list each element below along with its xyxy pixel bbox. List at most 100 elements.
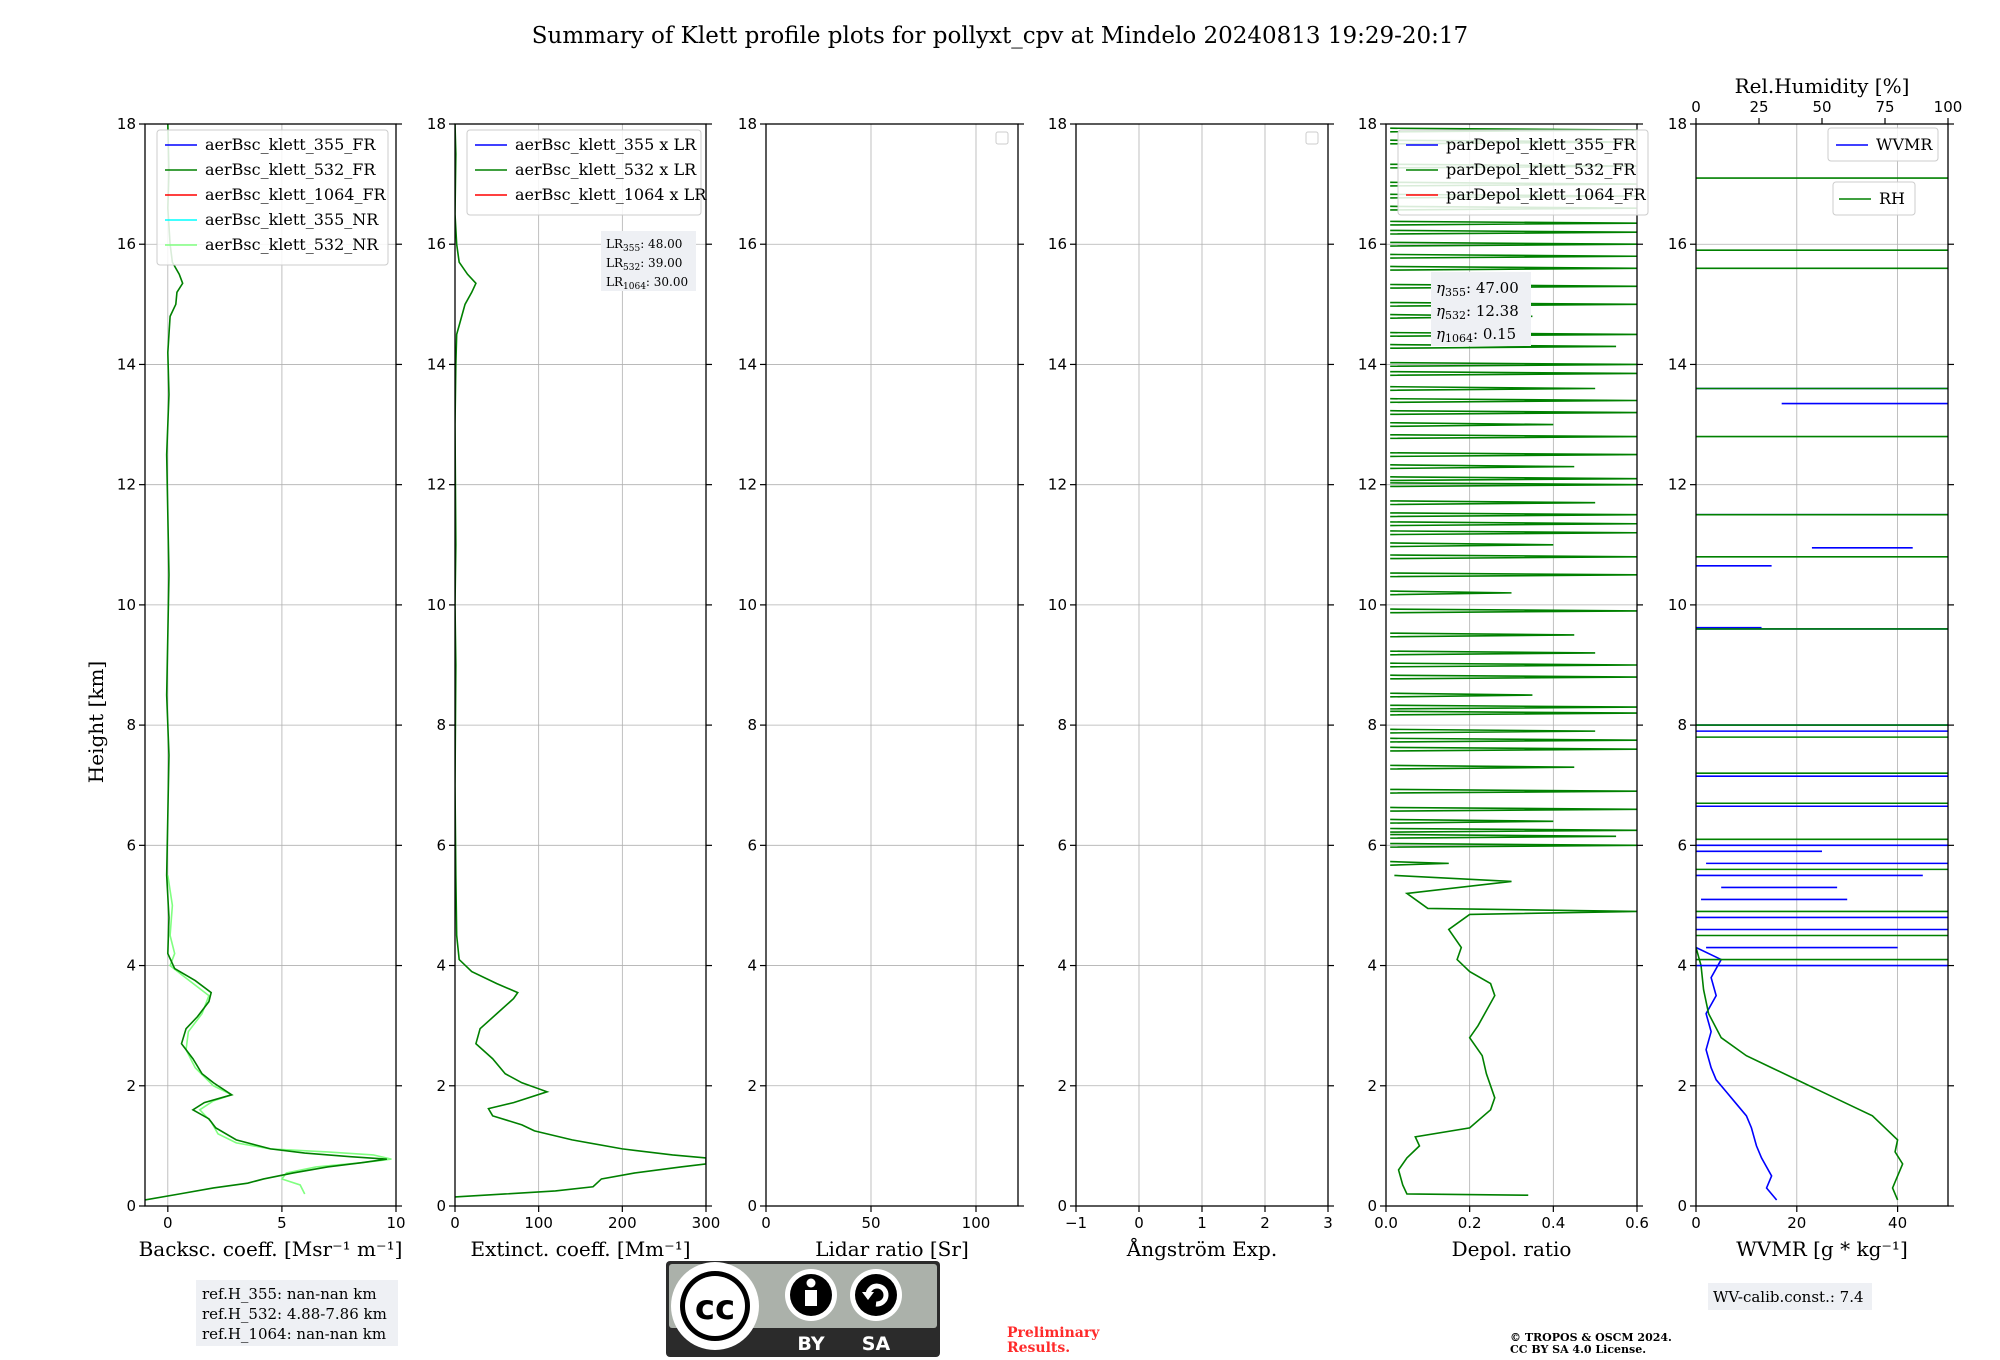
depol-spike bbox=[1390, 554, 1637, 560]
y-tick-label: 6 bbox=[1367, 836, 1377, 854]
plot-frame bbox=[1385, 123, 1638, 1207]
top-x-tick-label: 50 bbox=[1812, 98, 1831, 116]
y-tick-label: 10 bbox=[738, 596, 757, 614]
y-tick-label: 8 bbox=[436, 716, 446, 734]
depol-spike bbox=[1390, 860, 1449, 866]
wv-calib-box: WV-calib.const.: 7.4 bbox=[1708, 1283, 1872, 1310]
depol-spike bbox=[1390, 710, 1637, 716]
series-group bbox=[1696, 177, 1948, 1201]
series-line-RH bbox=[1696, 947, 1904, 1201]
depol-spike bbox=[1390, 241, 1637, 247]
x-tick-label: 0 bbox=[450, 1214, 460, 1232]
y-tick-label: 18 bbox=[117, 115, 136, 133]
y-tick-label: 18 bbox=[427, 115, 446, 133]
x-tick-label: 0 bbox=[1134, 1214, 1144, 1232]
depol-spike bbox=[1390, 737, 1637, 743]
y-tick-label: 18 bbox=[1358, 115, 1377, 133]
depol-spike bbox=[1390, 590, 1512, 596]
legend-wvmr-label: WVMR bbox=[1876, 135, 1933, 154]
x-axis-label: Backsc. coeff. [Msr⁻¹ m⁻¹] bbox=[139, 1237, 403, 1261]
eta-box bbox=[1431, 272, 1531, 346]
legend-label: aerBsc_klett_532 x LR bbox=[515, 160, 697, 179]
y-tick-label: 10 bbox=[427, 596, 446, 614]
x-tick-label: 0.0 bbox=[1374, 1214, 1398, 1232]
depol-spike bbox=[1390, 482, 1637, 488]
series-line-aerBsc_klett_532 x LR bbox=[455, 124, 706, 1198]
depol-spike bbox=[1390, 818, 1554, 824]
cc-by-label: BY bbox=[797, 1333, 824, 1355]
y-tick-label: 8 bbox=[747, 716, 757, 734]
x-axis-label: Lidar ratio [Sr] bbox=[815, 1237, 969, 1261]
y-tick-label: 12 bbox=[1048, 476, 1067, 494]
lidar-ratio-355: LR355: 48.00 bbox=[606, 237, 682, 254]
depol-spike bbox=[1390, 572, 1637, 578]
y-tick-label: 18 bbox=[738, 115, 757, 133]
y-tick-label: 4 bbox=[747, 957, 757, 975]
y-tick-label: 6 bbox=[1057, 836, 1067, 854]
depol-spike bbox=[1390, 397, 1637, 404]
x-tick-label: 0.2 bbox=[1458, 1214, 1482, 1232]
legend-wvmr-box bbox=[1827, 127, 1939, 162]
y-tick-label: 14 bbox=[427, 355, 446, 373]
legend-label: aerBsc_klett_355_NR bbox=[205, 210, 379, 229]
y-tick-label: 16 bbox=[1048, 235, 1067, 253]
lidar-ratio-1064: LR1064: 30.00 bbox=[606, 275, 688, 292]
depol-spike bbox=[1390, 842, 1637, 848]
copyright-text-2: CC BY SA 4.0 License. bbox=[1510, 1343, 1646, 1356]
panel-dep: 0 2 4 6 8 10 12 14 16 18 0.0 0.2 0.4 0.6 Depol. ratio p… bbox=[1358, 115, 1649, 1261]
depol-spike bbox=[1390, 827, 1637, 833]
depol-spike bbox=[1390, 704, 1637, 710]
depol-spike bbox=[1390, 265, 1637, 271]
depol-spike bbox=[1390, 500, 1596, 506]
wv-calib-text: WV-calib.const.: 7.4 bbox=[1713, 1288, 1864, 1306]
y-tick-label: 8 bbox=[126, 716, 136, 734]
y-tick-label: 8 bbox=[1677, 716, 1687, 734]
y-tick-label: 16 bbox=[738, 235, 757, 253]
x-tick-label: 40 bbox=[1888, 1214, 1907, 1232]
y-tick-label: 16 bbox=[427, 235, 446, 253]
y-tick-label: 12 bbox=[738, 476, 757, 494]
depol-spike bbox=[1390, 662, 1637, 668]
top-x-tick-label: 0 bbox=[1691, 98, 1701, 116]
depol-spike bbox=[1390, 530, 1637, 536]
copyright-text-1: © TROPOS & OSCM 2024. bbox=[1510, 1331, 1672, 1344]
y-tick-label: 10 bbox=[1668, 596, 1687, 614]
legend-label: aerBsc_klett_355 x LR bbox=[515, 135, 697, 154]
y-tick-label: 14 bbox=[1048, 355, 1067, 373]
y-tick-label: 0 bbox=[1677, 1197, 1687, 1215]
y-tick-label: 8 bbox=[1057, 716, 1067, 734]
lidar-ratio-box bbox=[601, 231, 696, 291]
height-axis-label: Height [km] bbox=[84, 661, 108, 783]
depol-spike bbox=[1390, 253, 1637, 259]
x-tick-label: 0 bbox=[1691, 1214, 1701, 1232]
x-tick-label: 2 bbox=[1260, 1214, 1270, 1232]
series-group bbox=[145, 124, 392, 1201]
plot-frame bbox=[144, 123, 397, 1207]
ref-height-box: ref.H_355: nan-nan km ref.H_532: 4.88-7.… bbox=[196, 1280, 398, 1346]
legend-rh-box bbox=[1832, 181, 1916, 216]
x-tick-label: 10 bbox=[386, 1214, 405, 1232]
x-tick-label: 50 bbox=[861, 1214, 880, 1232]
y-tick-label: 16 bbox=[117, 235, 136, 253]
y-tick-label: 12 bbox=[1358, 476, 1377, 494]
depol-spike bbox=[1390, 728, 1596, 734]
y-tick-label: 12 bbox=[117, 476, 136, 494]
y-tick-label: 14 bbox=[1668, 355, 1687, 373]
x-tick-label: 300 bbox=[692, 1214, 721, 1232]
depol-spike bbox=[1390, 476, 1637, 482]
depol-spike bbox=[1390, 674, 1637, 680]
legend-label: aerBsc_klett_1064_FR bbox=[205, 185, 387, 204]
y-tick-label: 14 bbox=[1358, 355, 1377, 373]
x-axis-label: Ångström Exp. bbox=[1126, 1236, 1277, 1261]
cc-license-badge: cc BY SA bbox=[666, 1261, 940, 1357]
depol-spike bbox=[1390, 764, 1575, 770]
legend-label: aerBsc_klett_355_FR bbox=[205, 135, 376, 154]
preliminary-text-1: Preliminary bbox=[1007, 1325, 1100, 1341]
depol-spike bbox=[1390, 452, 1637, 458]
depol-spike bbox=[1390, 632, 1575, 638]
series-line-WVMR bbox=[1696, 946, 1778, 1201]
